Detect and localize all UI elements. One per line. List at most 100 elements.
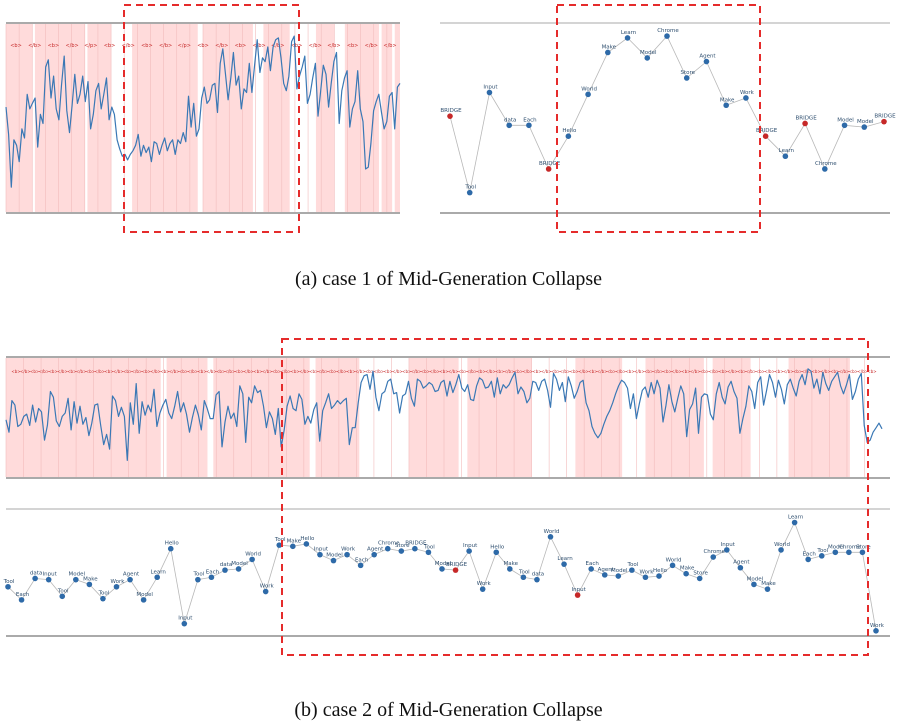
node-label: BRIDGE [446, 562, 468, 568]
token-node [723, 102, 729, 109]
node-label: Model [611, 568, 628, 574]
node-label: Each [16, 592, 30, 598]
token-label: </b> [318, 369, 329, 374]
node-label: World [581, 86, 597, 92]
token-label: </b> [281, 369, 292, 374]
token-label: </b> [411, 369, 422, 374]
node-label: Input [483, 85, 498, 91]
token-label: </b> [243, 369, 254, 374]
scatter-panel-a-right: BRIDGE Tool Input data Each BRIDGE Hello World M… [440, 22, 896, 214]
token-label: </b> [271, 43, 284, 49]
node-label: BRIDGE [405, 541, 427, 547]
node-label: BRIDGE [795, 115, 817, 121]
token-label: </b> [560, 369, 571, 374]
token-node [703, 58, 710, 65]
node-label: Input [178, 616, 193, 622]
token-label: <b> [756, 369, 765, 374]
token-node [642, 574, 649, 581]
token-label: </b> [671, 369, 682, 374]
node-label: Input [721, 542, 736, 548]
token-node [561, 561, 567, 567]
node-label: World [245, 551, 261, 557]
node-label: Chrome [703, 549, 725, 555]
token-node [59, 593, 66, 600]
token-node [86, 581, 93, 588]
highlight-band [394, 24, 400, 212]
highlight-band [315, 24, 335, 212]
token-label: <b> [570, 369, 579, 374]
token-label: </b> [169, 369, 180, 374]
token-label: <b> [179, 369, 188, 374]
node-label: Tool [193, 572, 205, 578]
node-label: Store [680, 70, 695, 76]
token-label: </b> [215, 43, 228, 49]
highlight-band [87, 24, 112, 212]
node-label: Make [680, 566, 695, 572]
token-node [506, 122, 512, 129]
node-label: Hello [562, 128, 577, 134]
token-label: </b> [541, 369, 552, 374]
node-label: BRIDGE [440, 108, 462, 114]
token-node [262, 588, 269, 595]
token-label: <b> [142, 369, 151, 374]
token-node [861, 124, 868, 130]
token-label: <b> [272, 369, 281, 374]
token-label: <b> [123, 369, 132, 374]
token-node [100, 595, 106, 602]
token-node [791, 519, 798, 526]
token-label: </b> [690, 369, 701, 374]
line-panel-a-left: <b> </b> <b> </b> </p> <b> </b> <b> </b> </p> <b> <… [5, 22, 401, 214]
token-label: </b> [132, 369, 143, 374]
node-label: BRIDGE [874, 114, 896, 120]
token-node [818, 553, 825, 559]
highlight-band [467, 358, 532, 477]
token-node [605, 49, 611, 56]
token-node [412, 545, 418, 552]
node-label: Tool [518, 569, 530, 575]
token-label: <b> [607, 369, 616, 374]
token-node [881, 118, 887, 125]
focus-box-a-left [123, 4, 300, 233]
series-line [5, 35, 401, 188]
token-label: <b> [439, 369, 448, 374]
node-label: data [30, 570, 42, 576]
token-label: </b> [355, 369, 366, 374]
token-label: <b> [216, 369, 225, 374]
token-label: </b> [820, 369, 831, 374]
token-label: </b> [206, 369, 217, 374]
token-label: <b> [365, 369, 374, 374]
token-label: </b> [448, 369, 459, 374]
token-label: </b> [262, 369, 273, 374]
node-label: data [504, 117, 516, 123]
node-label: Work [639, 569, 654, 575]
token-node [805, 556, 811, 563]
token-label: </b> [94, 369, 105, 374]
node-label: Model [837, 117, 854, 123]
token-node [330, 557, 337, 564]
token-node [601, 572, 608, 578]
token-node [113, 583, 120, 590]
token-label: <b> [532, 369, 541, 374]
token-label: </b> [327, 43, 340, 49]
node-label: Learn [779, 148, 795, 154]
token-label: </b> [299, 369, 310, 374]
highlight-band [315, 358, 360, 477]
token-label: </b> [746, 369, 757, 374]
highlight-band [263, 24, 290, 212]
token-node [534, 576, 540, 583]
node-label: Work [477, 581, 492, 587]
node-label: Make [504, 561, 519, 567]
token-label: </b> [504, 369, 515, 374]
token-node [466, 189, 473, 196]
token-node [664, 33, 670, 39]
caption-case-1: (a) case 1 of Mid-Generation Collapse [294, 268, 603, 290]
node-label: Agent [123, 572, 140, 578]
node-label: Store [395, 543, 410, 549]
token-node [249, 556, 255, 563]
node-label: Hello [490, 544, 505, 550]
token-label: <b> [867, 369, 876, 374]
token-node [222, 567, 228, 573]
node-label: Chrome [839, 544, 861, 550]
node-label: Agent [598, 567, 615, 573]
